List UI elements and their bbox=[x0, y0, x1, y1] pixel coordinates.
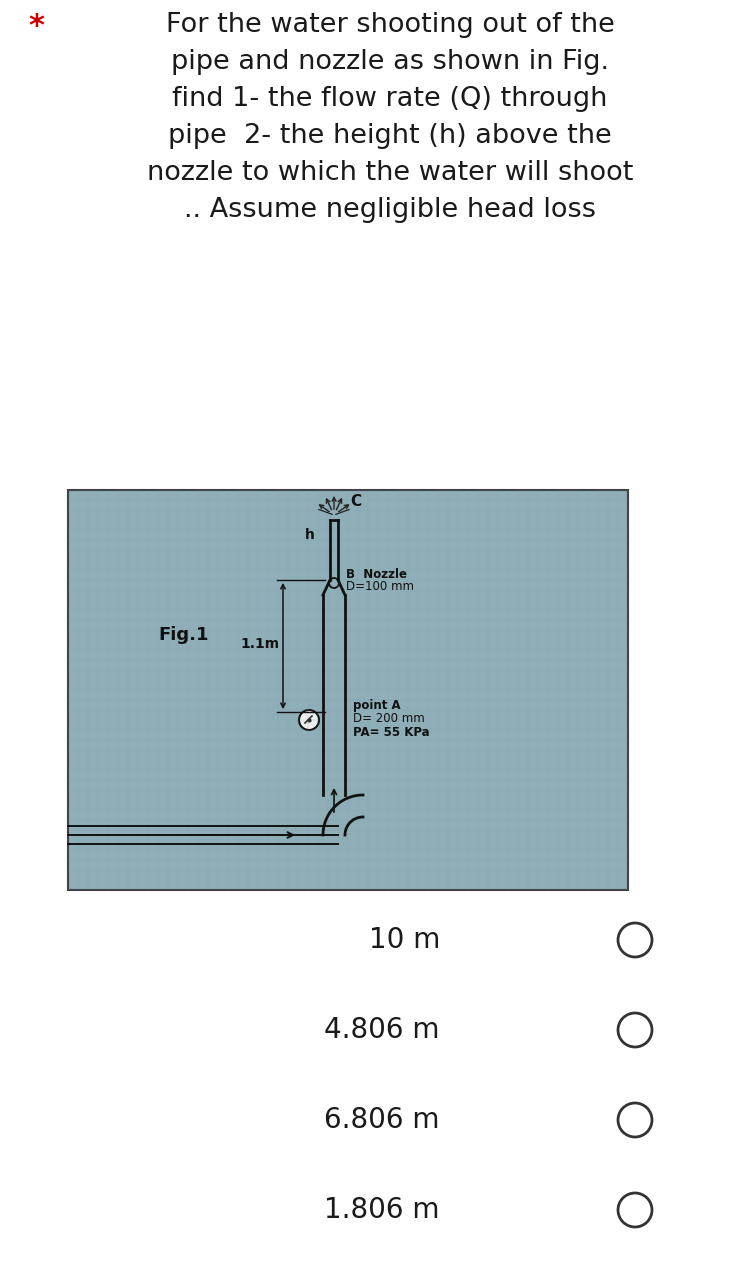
Text: C: C bbox=[350, 494, 361, 509]
Text: find 1- the flow rate (Q) through: find 1- the flow rate (Q) through bbox=[172, 86, 608, 111]
Text: Fig.1: Fig.1 bbox=[158, 626, 208, 644]
Text: *: * bbox=[28, 12, 44, 41]
Text: .. Assume negligible head loss: .. Assume negligible head loss bbox=[184, 197, 596, 223]
Text: PA= 55 KPa: PA= 55 KPa bbox=[353, 726, 429, 739]
Text: 10 m: 10 m bbox=[369, 925, 440, 954]
Text: nozzle to which the water will shoot: nozzle to which the water will shoot bbox=[147, 160, 634, 186]
Text: For the water shooting out of the: For the water shooting out of the bbox=[165, 12, 615, 38]
Text: D=100 mm: D=100 mm bbox=[346, 581, 414, 594]
Text: B  Nozzle: B Nozzle bbox=[346, 568, 407, 581]
Text: 1.806 m: 1.806 m bbox=[324, 1196, 440, 1224]
Circle shape bbox=[299, 710, 319, 730]
Text: point A: point A bbox=[353, 699, 401, 712]
Text: 6.806 m: 6.806 m bbox=[324, 1106, 440, 1134]
Text: pipe  2- the height (h) above the: pipe 2- the height (h) above the bbox=[168, 123, 612, 148]
Text: 1.1m: 1.1m bbox=[241, 637, 280, 652]
Text: h: h bbox=[305, 527, 315, 541]
FancyBboxPatch shape bbox=[68, 490, 628, 890]
Text: 4.806 m: 4.806 m bbox=[324, 1016, 440, 1044]
Text: D= 200 mm: D= 200 mm bbox=[353, 712, 425, 724]
Text: pipe and nozzle as shown in Fig.: pipe and nozzle as shown in Fig. bbox=[171, 49, 609, 76]
